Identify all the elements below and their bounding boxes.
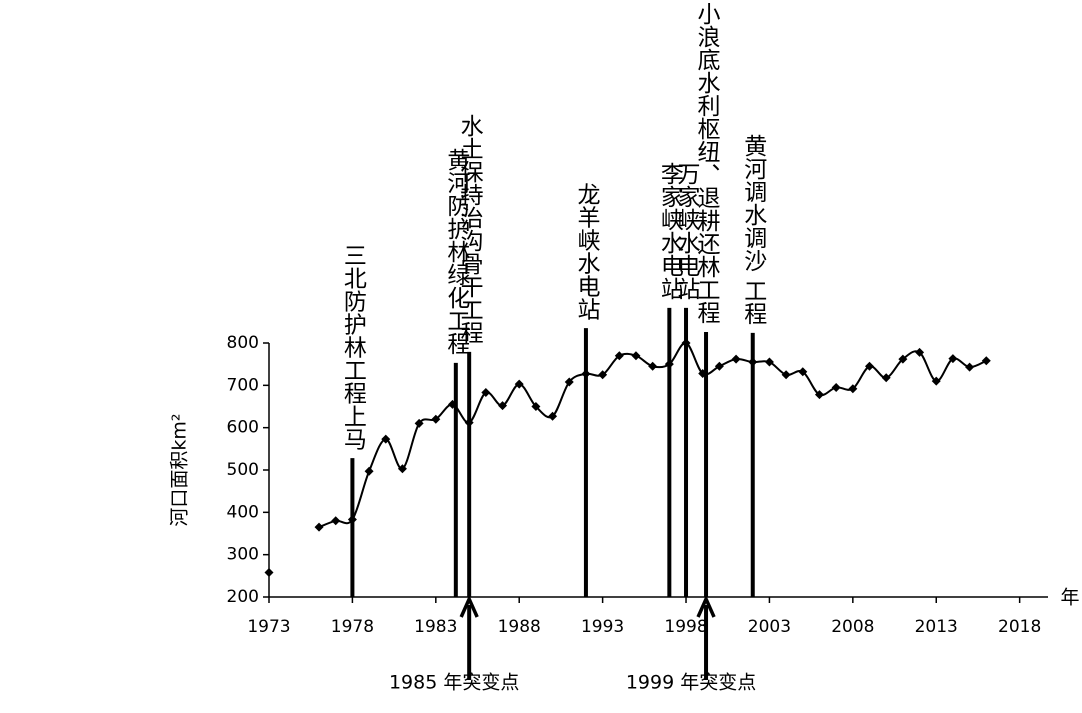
event-label: 三北防护林工程上马 xyxy=(339,243,367,450)
data-marker xyxy=(865,361,875,371)
event-label: 万家峡水电站 xyxy=(673,162,701,300)
x-tick-label: 1983 xyxy=(414,617,457,637)
arrow-head xyxy=(459,594,479,618)
x-tick-label: 1993 xyxy=(581,617,624,637)
data-marker xyxy=(447,399,457,409)
data-marker xyxy=(965,362,975,372)
data-marker xyxy=(414,418,424,428)
data-marker xyxy=(364,466,374,476)
event-label: 龙羊峡水电站 xyxy=(573,182,601,320)
data-marker xyxy=(648,361,658,371)
data-marker xyxy=(564,377,574,387)
y-tick-label: 700 xyxy=(227,375,259,395)
data-marker xyxy=(397,464,407,474)
data-marker xyxy=(731,354,741,364)
data-marker xyxy=(764,357,774,367)
y-tick-label: 400 xyxy=(227,502,259,522)
data-marker xyxy=(548,411,558,421)
data-marker xyxy=(981,356,991,366)
data-marker xyxy=(915,347,925,357)
data-marker xyxy=(881,373,891,383)
data-marker xyxy=(948,354,958,364)
data-marker xyxy=(831,382,841,392)
data-marker xyxy=(331,516,341,526)
y-tick-label: 800 xyxy=(227,333,259,353)
data-marker xyxy=(631,351,641,361)
arrow-head xyxy=(696,594,716,618)
data-marker xyxy=(531,402,541,411)
x-tick-label: 2008 xyxy=(831,617,874,637)
data-marker xyxy=(848,384,858,394)
data-marker xyxy=(798,367,808,377)
event-label: 李家峡水电站 xyxy=(656,162,684,300)
event-label: 黄河调水调沙 工程 xyxy=(740,134,768,326)
y-tick-label: 300 xyxy=(227,545,259,565)
data-marker xyxy=(481,388,491,398)
data-marker xyxy=(614,351,624,361)
x-tick-label: 1988 xyxy=(498,617,541,637)
x-tick-label: 2018 xyxy=(998,617,1041,637)
data-marker xyxy=(931,376,941,386)
y-tick-label: 200 xyxy=(227,587,259,607)
data-marker xyxy=(314,522,324,532)
x-tick-label: 2013 xyxy=(915,617,958,637)
y-axis-label: 河口面积km² xyxy=(169,413,191,526)
y-tick-label: 600 xyxy=(227,418,259,438)
data-marker xyxy=(598,370,608,380)
data-marker xyxy=(781,370,791,380)
data-marker xyxy=(714,361,724,371)
event-label: 小浪底水利枢纽、退耕还林工程 xyxy=(693,2,721,324)
change-label: 1985 年突变点 xyxy=(389,672,519,694)
data-marker xyxy=(347,515,357,525)
data-marker xyxy=(431,414,441,424)
data-marker xyxy=(381,434,391,444)
x-axis-label: 年 xyxy=(1060,587,1079,609)
x-tick-label: 1978 xyxy=(331,617,374,637)
data-marker xyxy=(581,369,591,379)
x-tick-label: 1973 xyxy=(247,617,290,637)
data-marker xyxy=(814,390,824,400)
data-marker xyxy=(464,418,474,428)
data-marker xyxy=(748,357,758,367)
data-marker xyxy=(264,567,274,577)
y-tick-label: 500 xyxy=(227,460,259,480)
x-tick-label: 2003 xyxy=(748,617,791,637)
data-marker xyxy=(664,359,674,369)
data-marker xyxy=(898,354,908,364)
data-marker xyxy=(498,401,508,411)
change-label: 1999 年突变点 xyxy=(626,672,756,694)
x-tick-label: 1998 xyxy=(664,617,707,637)
data-marker xyxy=(698,368,708,378)
data-marker xyxy=(681,338,691,348)
event-label: 水土保持治沟骨干工程 xyxy=(456,114,484,344)
event-label: 黄河防护林绿化工程 xyxy=(443,148,471,355)
data-marker xyxy=(514,379,524,389)
